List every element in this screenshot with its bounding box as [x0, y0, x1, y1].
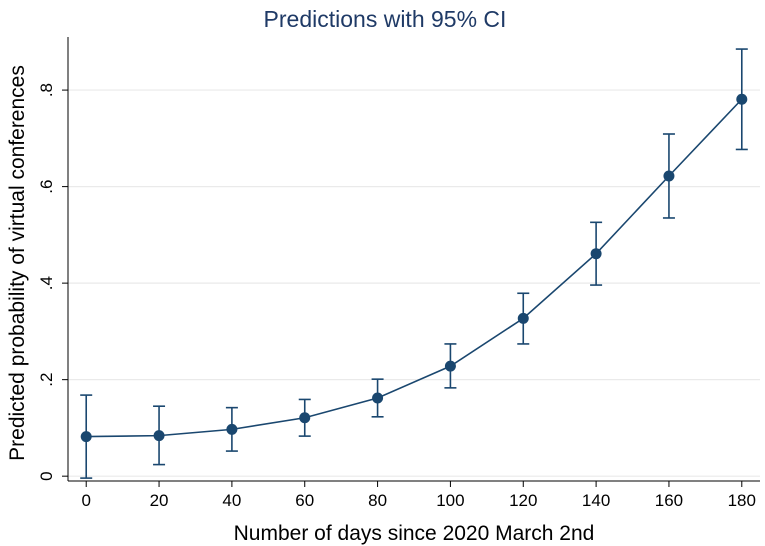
- y-tick-label-3: .6: [37, 180, 56, 194]
- gridlines: [68, 89, 760, 477]
- data-point-4: [372, 392, 384, 404]
- data-points: [80, 93, 748, 443]
- y-tick-label-2: .4: [37, 276, 56, 290]
- data-point-3: [299, 412, 311, 424]
- x-tick-label-1: 20: [150, 491, 169, 510]
- x-tick-label-9: 180: [728, 491, 756, 510]
- x-tick-label-0: 0: [81, 491, 90, 510]
- x-tick-label-7: 140: [582, 491, 610, 510]
- data-point-0: [80, 431, 92, 443]
- series-line-group: [86, 98, 743, 438]
- data-point-1: [153, 430, 165, 442]
- data-point-6: [517, 312, 529, 324]
- y-tick-label-0: 0: [37, 471, 56, 480]
- data-point-8: [663, 170, 675, 182]
- x-axis-label: Number of days since 2020 March 2nd: [234, 522, 595, 545]
- y-tick-label-4: .8: [37, 83, 56, 97]
- y-axis-label: Predicted probability of virtual confere…: [6, 65, 29, 461]
- x-tick-label-4: 80: [368, 491, 387, 510]
- chart-title: Predictions with 95% CI: [264, 6, 507, 32]
- y-tick-label-1: .2: [37, 373, 56, 387]
- data-point-7: [590, 248, 602, 260]
- data-point-5: [444, 360, 456, 372]
- x-tick-label-5: 100: [436, 491, 464, 510]
- x-tick-label-6: 120: [509, 491, 537, 510]
- data-point-9: [736, 93, 748, 105]
- axes: [67, 37, 760, 482]
- data-point-2: [226, 423, 238, 435]
- y-axis-ticks: 0 .2 .4 .6 .8: [37, 83, 68, 481]
- x-tick-label-3: 60: [295, 491, 314, 510]
- x-tick-label-2: 40: [222, 491, 241, 510]
- series-line: [86, 98, 743, 438]
- x-tick-label-8: 160: [655, 491, 683, 510]
- x-axis-ticks: 0 20 40 60 80 100 120 140 160 180: [81, 481, 756, 510]
